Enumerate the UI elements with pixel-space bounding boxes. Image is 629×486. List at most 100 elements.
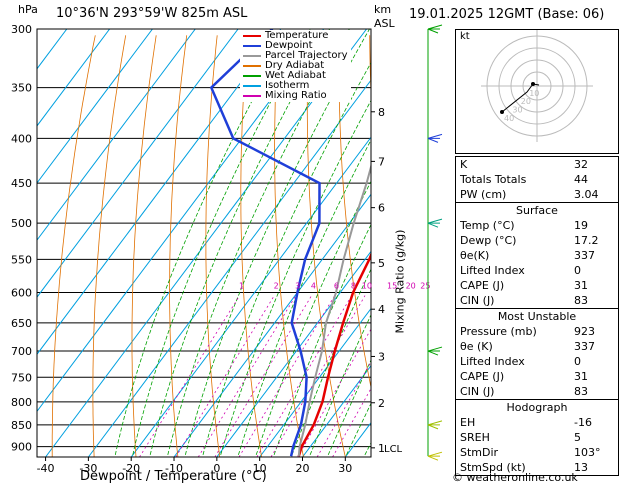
wet-adiabat-line (291, 268, 371, 456)
index-label: CAPE (J) (460, 279, 505, 292)
km-tick-label: 2 (378, 397, 385, 410)
temp-tick-label: 30 (338, 462, 352, 475)
index-row: PW (cm) 3.04 (456, 187, 618, 202)
wet-adiabat-line (132, 29, 311, 455)
wind-barb (427, 346, 443, 356)
isotherm-line (37, 29, 239, 298)
x-axis-title: Dewpoint / Temperature (°C) (80, 469, 267, 484)
wet-adiabat-line (185, 29, 370, 455)
legend-swatch (243, 85, 261, 87)
index-value: 0 (574, 264, 581, 277)
temp-tick-label: -30 (79, 462, 97, 475)
mixing-ratio-label: 25 (420, 281, 430, 290)
legend-item: Mixing Ratio (243, 91, 348, 101)
temp-tick-label: -10 (165, 462, 183, 475)
mixing-ratio-label: 10 (362, 281, 372, 290)
index-value: 5 (574, 431, 581, 444)
legend-item: Wet Adiabat (243, 71, 348, 81)
mixing-ratio-label: 3 (295, 281, 300, 290)
header-location: 10°36'N 293°59'W 825m ASL (56, 6, 248, 21)
hodograph-panel: kt 10 20 30 40 (455, 29, 619, 154)
index-label: θe (K) (460, 340, 493, 353)
series-line-dewpoint (209, 29, 321, 457)
mixing-ratio-label: 2 (274, 281, 279, 290)
mixing-ratio-line (175, 295, 275, 457)
hodograph-ring-label: 10 (529, 89, 539, 98)
index-label: Temp (°C) (460, 219, 515, 232)
most-unstable-section: Most Unstable Pressure (mb) 923 θe (K) 337 L… (456, 308, 618, 399)
index-value: 13 (574, 461, 588, 474)
index-value: 337 (574, 340, 595, 353)
mixing-ratio-line (297, 328, 371, 457)
mixing-ratio-label: 4 (311, 281, 316, 290)
legend-label: Dewpoint (265, 40, 313, 51)
legend-label: Isotherm (265, 80, 310, 91)
legend-label: Mixing Ratio (265, 90, 327, 101)
index-value: 31 (574, 370, 588, 383)
mixing-ratio-line (332, 387, 371, 457)
pressure-tick-label: 900 (11, 441, 32, 454)
wet-adiabat-line (114, 29, 292, 455)
mixing-ratio-line (256, 295, 352, 457)
wet-adiabat-line (309, 313, 371, 456)
dry-adiabat-line (92, 35, 127, 457)
legend-swatch (243, 75, 261, 77)
index-value: 103° (574, 446, 601, 459)
header-km-unit: km (374, 3, 392, 16)
legend-label: Wet Adiabat (265, 70, 326, 81)
copyright: © weatheronline.co.uk (452, 471, 578, 484)
mixing-ratio-label: 1 (239, 281, 244, 290)
mixing-ratio-label: 20 (406, 281, 416, 290)
index-label: EH (460, 416, 476, 429)
index-value: 83 (574, 294, 588, 307)
surface-section: Surface Temp (°C) 19 Dewp (°C) 17.2 θe(K) 337… (456, 202, 618, 308)
index-row: CIN (J) 83 (456, 384, 618, 399)
temp-tick-label: 0 (213, 462, 220, 475)
mixing-ratio-line (197, 295, 297, 457)
isotherm-line (37, 29, 111, 127)
lcl-label: LCL (384, 444, 403, 455)
legend-label: Parcel Trajectory (265, 50, 348, 61)
indices-panel: K 32 Totals Totals 44 PW (cm) 3.04 Surface Te… (455, 156, 619, 476)
wind-barb (427, 451, 443, 461)
km-tick-label: 3 (378, 350, 385, 363)
dry-adiabat-line (131, 35, 157, 457)
index-row: Pressure (mb) 923 (456, 324, 618, 339)
legend-label: Temperature (265, 30, 329, 41)
hodograph-ring-label: 40 (504, 114, 514, 123)
km-tick-label: 5 (378, 257, 385, 270)
wet-adiabat-line (202, 61, 371, 456)
index-value: 17.2 (574, 234, 599, 247)
mixing-ratio-line (139, 295, 240, 457)
index-row: Lifted Index 0 (456, 263, 618, 278)
dry-adiabat-line (274, 35, 304, 457)
series-line-parcel-trajectory (297, 163, 371, 457)
index-row: CAPE (J) 31 (456, 278, 618, 293)
mixing-ratio-label: 15 (387, 281, 397, 290)
index-row: Lifted Index 0 (456, 354, 618, 369)
legend-item: Parcel Trajectory (243, 51, 348, 61)
wind-barb (427, 133, 443, 143)
pressure-tick-label: 650 (11, 317, 32, 330)
wet-adiabat-line (149, 29, 331, 455)
wet-adiabat-line (220, 99, 371, 456)
index-row: θe (K) 337 (456, 339, 618, 354)
legend-item: Dewpoint (243, 41, 348, 51)
index-label: PW (cm) (460, 188, 507, 201)
index-label: SREH (460, 431, 490, 444)
temp-tick-label: 10 (253, 462, 267, 475)
pressure-tick-label: 350 (11, 82, 32, 95)
index-value: 0 (574, 355, 581, 368)
index-label: CIN (J) (460, 385, 495, 398)
isotherm-line (173, 193, 371, 457)
index-value: 923 (574, 325, 595, 338)
km-tick-label: 6 (378, 202, 385, 215)
temp-tick-label: -40 (37, 462, 55, 475)
header-asl-unit: ASL (374, 17, 395, 30)
hodograph-unit: kt (460, 31, 470, 42)
index-label: Lifted Index (460, 264, 525, 277)
temp-tick-label: 20 (295, 462, 309, 475)
mixing-ratio-label: 6 (334, 281, 339, 290)
pressure-tick-label: 450 (11, 177, 32, 190)
isotherm-line (216, 250, 371, 457)
